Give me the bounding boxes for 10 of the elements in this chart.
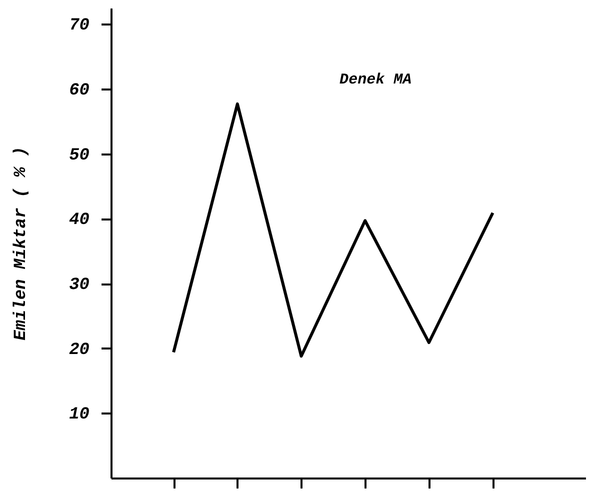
y-tick-label: 40	[69, 211, 90, 230]
y-tick-label: 60	[69, 82, 90, 101]
text: Denek MA	[340, 72, 412, 88]
y-tick-label: 70	[69, 16, 90, 36]
y-tick-label: 20	[69, 340, 90, 360]
y-tick-label: 30	[69, 276, 90, 296]
y-tick-label: 10	[69, 406, 90, 425]
line-series	[172, 102, 494, 358]
y-axis-title: Emilen Miktar ( % )	[12, 146, 32, 340]
y-tick-label: 50	[69, 146, 90, 166]
